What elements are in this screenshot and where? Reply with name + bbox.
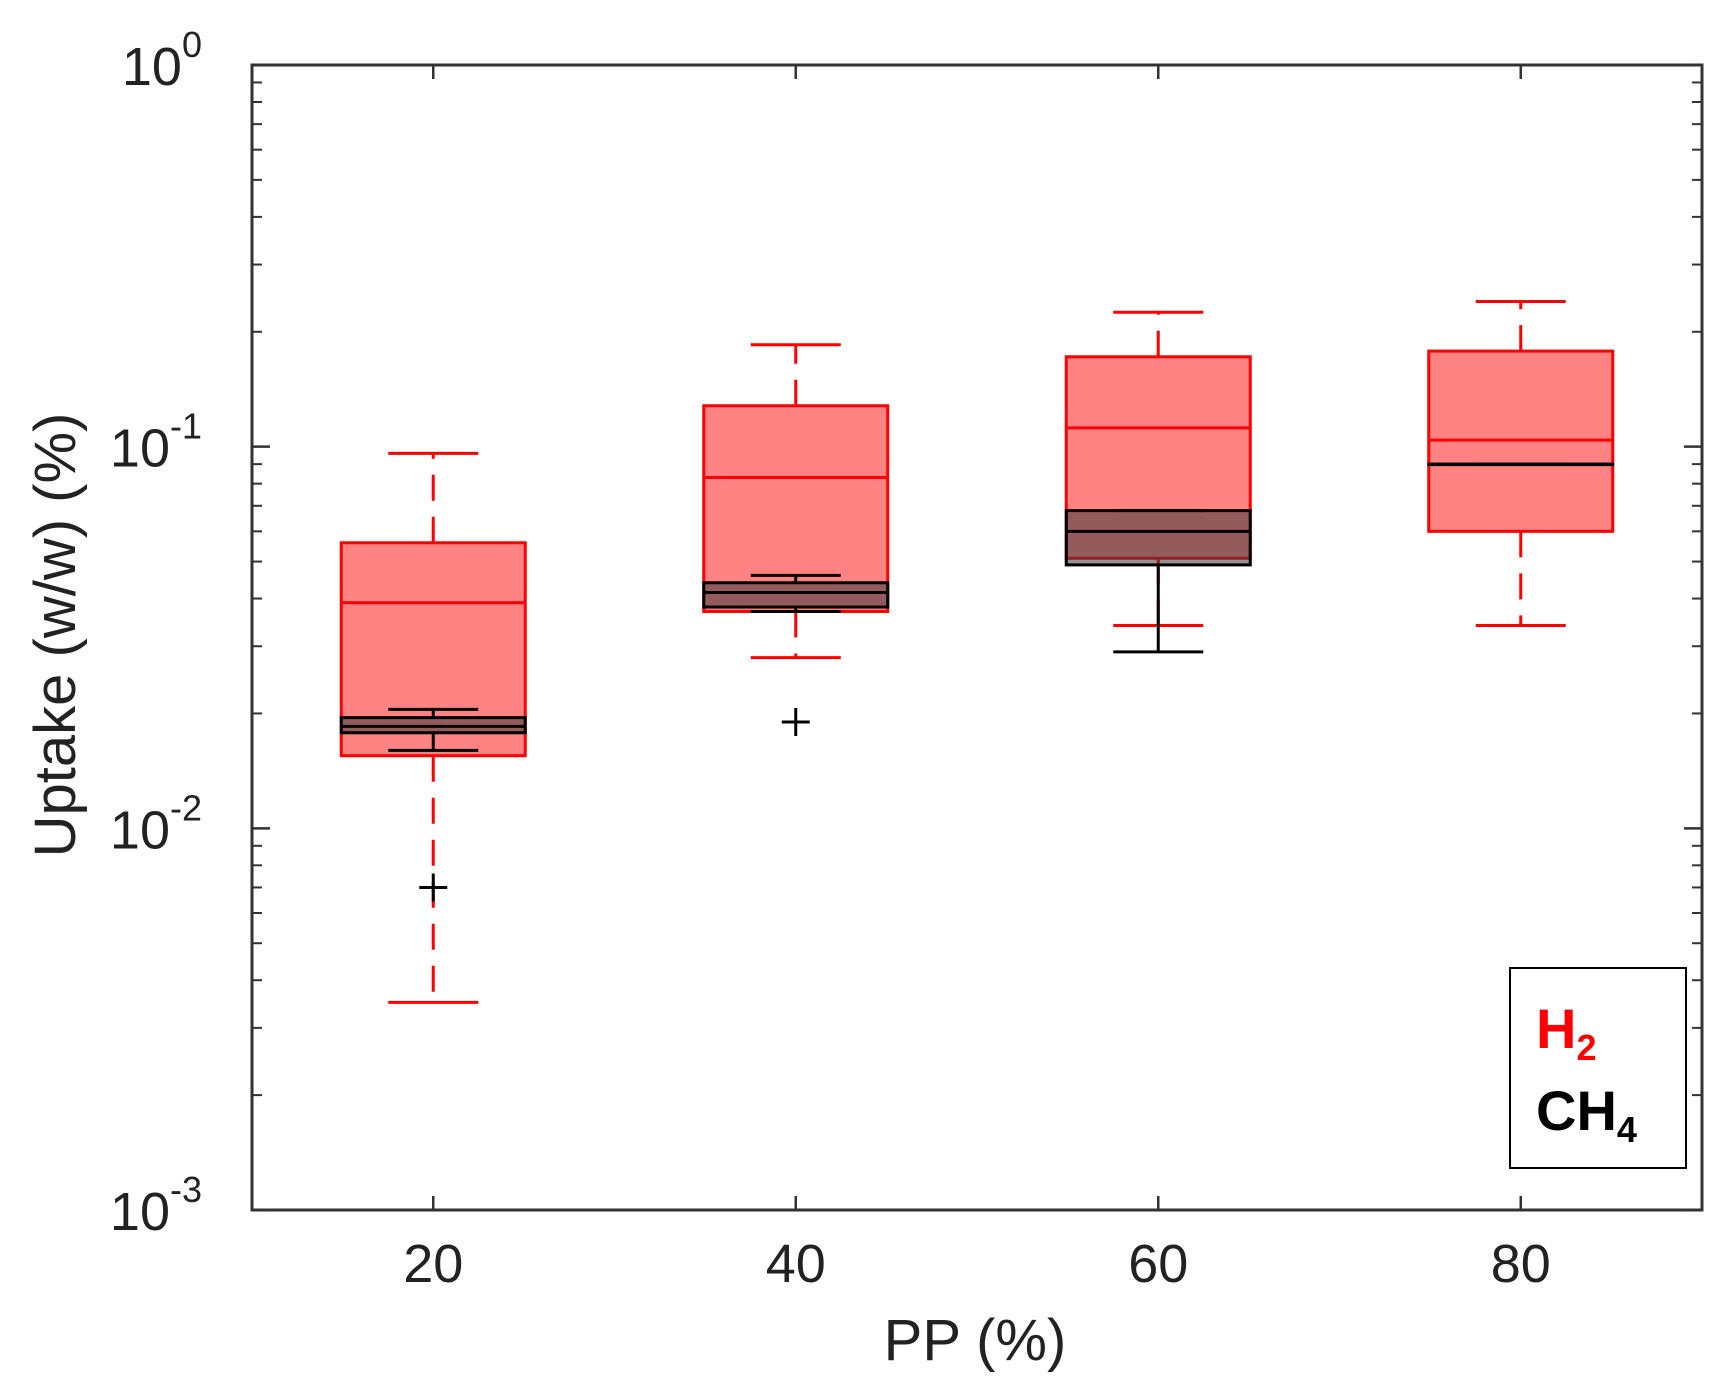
legend-entry-h2: H2 — [1536, 997, 1596, 1068]
h2-box-80 — [1427, 300, 1615, 627]
y-tick-label: 10-1 — [110, 406, 202, 479]
ch4-box-60 — [1064, 509, 1252, 654]
ch4-box-20 — [339, 707, 527, 902]
ch4-outlier-marker — [781, 707, 810, 736]
y-tick-exponent: -3 — [170, 1169, 202, 1210]
legend-h2-sub: 2 — [1576, 1027, 1596, 1068]
x-tick-label: 60 — [1128, 1234, 1188, 1294]
y-tick-base: 10 — [110, 800, 170, 860]
legend-h2-base: H — [1536, 997, 1576, 1060]
x-tick-label: 40 — [766, 1234, 826, 1294]
box-layer — [339, 300, 1615, 1004]
y-tick-label: 10-3 — [110, 1169, 202, 1242]
ch4-box-80 — [1427, 462, 1615, 467]
x-tick-label: 20 — [403, 1234, 463, 1294]
y-tick-exponent: -2 — [170, 787, 202, 828]
x-axis-title: PP (%) — [884, 1308, 1067, 1373]
legend: H2 CH4 — [1509, 967, 1687, 1169]
y-tick-base: 10 — [110, 1182, 170, 1242]
legend-ch4-base: CH — [1536, 1079, 1617, 1142]
y-tick-label: 100 — [122, 24, 202, 97]
y-axis-title: Uptake (w/w) (%) — [23, 413, 88, 858]
y-tick-base: 10 — [122, 37, 182, 97]
plot-frame — [250, 63, 1704, 1212]
x-tick-label: 80 — [1491, 1234, 1551, 1294]
ch4-iqr-box — [1064, 509, 1252, 567]
ch4-outlier-marker — [419, 873, 448, 902]
y-tick-exponent: 0 — [182, 24, 202, 65]
legend-ch4-sub: 4 — [1617, 1109, 1637, 1150]
ch4-iqr-box — [702, 581, 890, 609]
y-tick-label: 10-2 — [110, 787, 202, 860]
legend-box — [1509, 967, 1687, 1169]
axes-layer — [250, 63, 1704, 1212]
ch4-box-40 — [702, 573, 890, 736]
y-tick-exponent: -1 — [170, 406, 202, 447]
y-tick-base: 10 — [110, 419, 170, 479]
legend-entry-ch4: CH4 — [1536, 1079, 1637, 1150]
